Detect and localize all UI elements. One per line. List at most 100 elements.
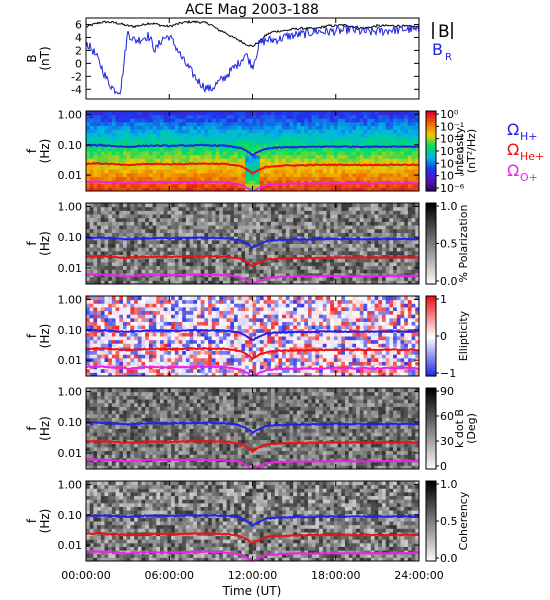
spectrogram-cells: [86, 481, 419, 561]
colorbar-tick-label: 0: [440, 460, 447, 473]
legend-series-radial-sub: R: [445, 52, 452, 63]
colorbar-label: k dot B: [453, 409, 466, 448]
gyrofrequency-line-o: [86, 273, 419, 284]
spectrogram-cells: [86, 388, 419, 469]
panel-polarization: 1.00 0.10 0.01 f (Hz) 1.0 0.5 0.0% Polarization: [25, 200, 470, 288]
spectrogram-cells: [86, 296, 419, 376]
gyrofrequency-line-he: [86, 254, 419, 268]
colorbar-tick-label: 0.5: [440, 238, 458, 251]
y-axis-unit: (Hz): [38, 231, 52, 256]
y-tick-label: 0.10: [58, 231, 83, 244]
legend-omega-0: Ω: [507, 120, 519, 139]
y-tick-label: 0.01: [58, 169, 83, 182]
colorbar-tick-label: 1.0: [440, 478, 458, 491]
colorbar-tick-label: 1: [440, 293, 447, 306]
y-tick-label: 4: [75, 31, 82, 44]
figure-title: ACE Mag 2003-188: [185, 2, 319, 18]
colorbar-tick-label: 0.0: [440, 552, 458, 565]
colorbar-tick-label: 90: [440, 385, 454, 398]
y-tick-label: 0.10: [58, 416, 83, 429]
gyrofrequency-line-he: [86, 531, 419, 545]
y-axis-label: f: [25, 241, 39, 246]
y-tick-label: -2: [71, 70, 82, 83]
series-line-radial: [86, 24, 419, 95]
legend-series-total: B: [438, 22, 450, 42]
x-tick-label: 06:00:00: [145, 569, 194, 582]
y-tick-label: 1.00: [58, 478, 83, 491]
legend-omega-sub-2: O+: [520, 171, 538, 184]
gyrofrequency-line-he: [86, 346, 419, 361]
colorbar-label: Intensity: [453, 127, 466, 175]
y-tick-label: 1.00: [58, 293, 83, 306]
spectrogram-cells: [86, 203, 419, 284]
colorbar-tick-label: 10⁻¹: [440, 120, 464, 133]
colorbar-tick-label: 30: [440, 435, 454, 448]
colorbar-unit: (Deg): [465, 413, 478, 444]
colorbar-tick-label: −1: [440, 367, 456, 380]
y-tick-label: 0.01: [58, 539, 83, 552]
y-tick-label: 1.00: [58, 108, 83, 121]
colorbar-label: Ellipticity: [457, 310, 470, 361]
colorbar-tick-label: 0.0: [440, 275, 458, 288]
y-tick-label: 0.01: [58, 354, 83, 367]
x-axis: 00:00:00 06:00:00 12:00:00 18:00:00 24:00:00: [61, 569, 443, 582]
legend-omega-sub-0: H+: [520, 130, 538, 143]
colorbar: 90 60 30 0 k dot B (Deg): [425, 385, 478, 473]
y-tick-label: 1.00: [58, 201, 83, 214]
gyrofrequency-line-o: [86, 365, 419, 376]
y-axis-unit: (Hz): [38, 416, 52, 441]
y-tick-label: 0.10: [58, 324, 83, 337]
field-legend: BB R: [432, 22, 453, 63]
colorbar-tick-label: 10⁻⁵: [440, 170, 464, 183]
y-axis-unit: (Hz): [38, 324, 52, 349]
spectrogram-cells: [86, 111, 419, 191]
legend-omega-1: Ω: [507, 140, 519, 159]
gyrofrequency-line-he: [86, 439, 419, 454]
y-tick-label: 0: [75, 57, 82, 70]
x-axis-label: Time (UT): [222, 584, 282, 598]
gyrofrequency-line-h: [86, 143, 419, 157]
colorbar-unit: (nT²/Hz): [465, 129, 478, 173]
gyrofrequency-legend: Ω H+Ω He+Ω O+: [507, 120, 544, 184]
y-axis-unit: (Hz): [38, 139, 52, 164]
y-axis-unit: (Hz): [38, 509, 52, 534]
y-tick-label: 1.00: [58, 386, 83, 399]
x-tick-label: 12:00:00: [228, 569, 277, 582]
x-tick-label: 18:00:00: [311, 569, 360, 582]
colorbar-tick-label: 10⁰: [440, 108, 459, 121]
gyrofrequency-line-o: [86, 550, 419, 561]
colorbar: 1.0 0.5 0.0% Polarization: [425, 200, 470, 288]
y-tick-label: 0.01: [58, 262, 83, 275]
gyrofrequency-line-h: [86, 328, 419, 341]
colorbar-tick-label: 10⁻⁶: [440, 182, 465, 195]
legend-omega-sub-1: He+: [520, 150, 544, 163]
panel-power-spectrum: 1.00 0.10 0.01 f (Hz) 10⁰10⁻¹10⁻²10⁻³10⁻⁴10⁻⁵…: [25, 108, 478, 195]
colorbar-tick-label: 0: [440, 330, 447, 343]
y-tick-label: 2: [75, 44, 82, 57]
gyrofrequency-line-o: [86, 180, 419, 191]
x-tick-label: 00:00:00: [61, 569, 110, 582]
legend-omega-2: Ω: [507, 161, 519, 180]
panel-coherency: 1.00 0.10 0.01 f (Hz) 1.0 0.5 0.0 Coherency: [25, 478, 470, 565]
y-tick-label: 0.10: [58, 509, 83, 522]
y-axis-label: B: [25, 54, 39, 62]
y-axis-unit: (nT): [38, 46, 52, 70]
colorbar-tick-label: 10⁻³: [440, 145, 464, 158]
colorbar: 1.0 0.5 0.0 Coherency: [425, 478, 470, 565]
gyrofrequency-line-h: [86, 421, 419, 435]
colorbar-tick-label: 10⁻⁴: [440, 157, 465, 170]
colorbar-tick-label: 10⁻²: [440, 133, 464, 146]
gyrofrequency-line-he: [86, 161, 419, 175]
gyrofrequency-line-h: [86, 236, 419, 249]
y-axis-label: f: [25, 426, 39, 431]
gyrofrequency-line-o: [86, 458, 419, 469]
x-tick-label: 24:00:00: [394, 569, 443, 582]
colorbar-tick-label: 60: [440, 410, 454, 423]
gyrofrequency-line-h: [86, 513, 419, 528]
y-axis-label: f: [25, 148, 39, 153]
